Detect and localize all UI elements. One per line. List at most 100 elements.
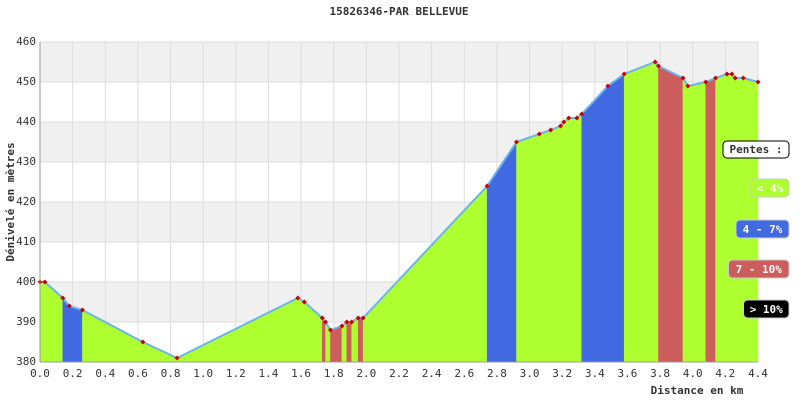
point bbox=[140, 339, 146, 345]
point bbox=[484, 183, 490, 189]
slope-segment bbox=[539, 129, 552, 363]
legend-swatch bbox=[750, 178, 790, 198]
x-tick-label: 4.0 bbox=[683, 367, 703, 380]
slope-segment bbox=[550, 125, 561, 363]
x-axis-label: Distance en km bbox=[651, 384, 744, 397]
slope-segment bbox=[658, 65, 684, 363]
slope-segment bbox=[322, 317, 326, 363]
legend-label: 4 - 7% bbox=[743, 223, 783, 236]
slope-segment bbox=[576, 113, 583, 363]
slope-segment bbox=[682, 77, 689, 363]
y-tick-label: 410 bbox=[16, 235, 36, 248]
slope-segment bbox=[69, 305, 83, 363]
point bbox=[579, 111, 585, 117]
x-tick-label: 0.8 bbox=[161, 367, 181, 380]
legend-swatch bbox=[728, 259, 790, 279]
x-tick-label: 3.8 bbox=[650, 367, 670, 380]
point bbox=[295, 295, 301, 301]
point bbox=[652, 59, 658, 65]
point bbox=[724, 71, 730, 77]
y-axis-label: Dénivelé en mètres bbox=[4, 142, 17, 261]
y-tick-label: 380 bbox=[16, 355, 36, 368]
point bbox=[360, 315, 366, 321]
slope-segment bbox=[715, 73, 728, 363]
x-tick-label: 1.0 bbox=[193, 367, 213, 380]
point bbox=[755, 79, 761, 85]
legend-label: < 4% bbox=[757, 182, 784, 195]
legend-swatch bbox=[735, 219, 790, 239]
point bbox=[558, 123, 564, 129]
slope-segment bbox=[297, 297, 305, 363]
point bbox=[566, 115, 572, 121]
point bbox=[536, 131, 542, 137]
slope-segment bbox=[687, 81, 707, 363]
x-tick-label: 4.2 bbox=[715, 367, 735, 380]
point bbox=[740, 75, 746, 81]
point bbox=[79, 307, 85, 313]
x-tick-label: 3.6 bbox=[618, 367, 638, 380]
slope-segment bbox=[351, 317, 359, 363]
point bbox=[339, 323, 345, 329]
point bbox=[574, 115, 580, 121]
point bbox=[60, 295, 66, 301]
x-tick-label: 2.0 bbox=[356, 367, 376, 380]
slope-segment bbox=[581, 85, 609, 363]
slope-segment bbox=[346, 321, 352, 363]
x-tick-label: 1.2 bbox=[226, 367, 246, 380]
x-tick-label: 1.6 bbox=[291, 367, 311, 380]
point bbox=[548, 127, 554, 133]
slope-segment bbox=[563, 117, 569, 363]
point bbox=[174, 355, 180, 361]
x-tick-label: 1.8 bbox=[324, 367, 344, 380]
slope-segment bbox=[568, 117, 578, 363]
legend-title-box bbox=[722, 140, 790, 159]
y-tick-label: 440 bbox=[16, 115, 36, 128]
point bbox=[655, 63, 661, 69]
x-tick-label: 0.0 bbox=[30, 367, 50, 380]
legend-title: Pentes : bbox=[730, 143, 783, 156]
point bbox=[513, 139, 519, 145]
slope-segment bbox=[731, 73, 736, 363]
slope-segment bbox=[341, 321, 348, 363]
point bbox=[66, 303, 72, 309]
x-tick-label: 2.4 bbox=[422, 367, 442, 380]
point bbox=[685, 83, 691, 89]
legend-label: 7 - 10% bbox=[736, 263, 783, 276]
slope-segment bbox=[654, 61, 659, 363]
point bbox=[319, 315, 325, 321]
x-tick-label: 2.2 bbox=[389, 367, 409, 380]
slope-segment bbox=[62, 297, 70, 363]
slope-segment bbox=[560, 121, 565, 363]
point bbox=[355, 315, 361, 321]
slope-segment bbox=[607, 73, 625, 363]
y-tick-label: 390 bbox=[16, 315, 36, 328]
point bbox=[327, 327, 333, 333]
point bbox=[301, 299, 307, 305]
point bbox=[323, 319, 329, 325]
slope-segment bbox=[39, 281, 46, 363]
x-tick-label: 1.4 bbox=[259, 367, 279, 380]
slope-segment bbox=[726, 73, 733, 363]
point bbox=[349, 319, 355, 325]
y-tick-label: 460 bbox=[16, 35, 36, 48]
point bbox=[42, 279, 48, 285]
chart-title: 15826346-PAR BELLEVUE bbox=[329, 5, 468, 18]
slope-segment bbox=[516, 133, 540, 363]
y-tick-label: 400 bbox=[16, 275, 36, 288]
slope-segment bbox=[357, 317, 364, 363]
x-tick-label: 3.4 bbox=[585, 367, 605, 380]
legend-swatch bbox=[743, 299, 790, 319]
point bbox=[561, 119, 567, 125]
y-tick-label: 420 bbox=[16, 195, 36, 208]
point bbox=[621, 71, 627, 77]
x-tick-label: 2.8 bbox=[487, 367, 507, 380]
slope-segment bbox=[705, 77, 716, 363]
x-tick-label: 0.2 bbox=[63, 367, 83, 380]
x-tick-label: 3.2 bbox=[552, 367, 572, 380]
y-tick-label: 430 bbox=[16, 155, 36, 168]
x-tick-label: 3.0 bbox=[520, 367, 540, 380]
point bbox=[729, 71, 735, 77]
legend-label: > 10% bbox=[750, 303, 783, 316]
point bbox=[680, 75, 686, 81]
